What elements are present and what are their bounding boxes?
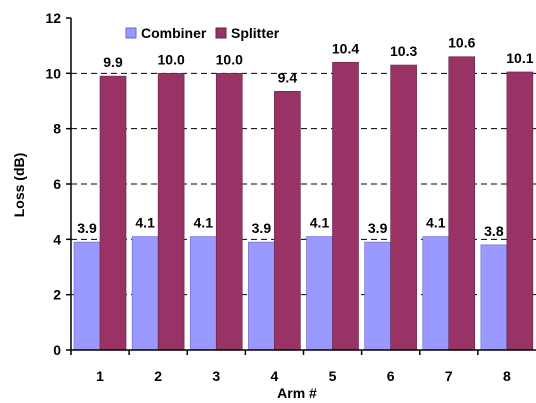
axes (70, 18, 536, 351)
combiner-value-label-6: 3.9 (368, 220, 388, 236)
x-tick-label: 6 (387, 368, 395, 384)
combiner-bar-5 (306, 236, 333, 351)
y-tick-label: 10 (45, 65, 61, 81)
x-tick-label: 5 (329, 368, 337, 384)
splitter-value-label-1: 9.9 (103, 54, 123, 70)
x-tick-label: 1 (96, 368, 104, 384)
x-tick-label: 7 (445, 368, 453, 384)
combiner-bar-8 (480, 244, 508, 351)
y-tick-label: 0 (53, 342, 61, 358)
combiner-value-label-4: 3.9 (252, 220, 272, 236)
combiner-value-label-2: 4.1 (135, 215, 155, 231)
splitter-bar-7 (448, 56, 476, 351)
x-tick-label: 2 (154, 368, 162, 384)
combiner-bar-7 (422, 236, 450, 351)
combiner-value-label-8: 3.8 (484, 223, 504, 239)
splitter-value-label-2: 10.0 (158, 51, 185, 67)
bars (73, 56, 534, 351)
data-labels: 3.9 9.9 4.1 10.0 4.1 10.0 3.9 9.4 4.1 10.4 3.9 10.3… (77, 35, 533, 239)
splitter-bar-1 (99, 75, 127, 351)
y-axis-title: Loss (dB) (11, 153, 27, 218)
splitter-bar-6 (390, 64, 417, 351)
x-tick-label: 3 (212, 368, 220, 384)
splitter-value-label-4: 9.4 (278, 69, 298, 85)
x-axis-title: Arm # (277, 385, 317, 401)
splitter-value-label-3: 10.0 (216, 51, 243, 67)
y-tick-label: 6 (53, 176, 61, 192)
gridlines (66, 17, 536, 355)
splitter-bar-8 (506, 71, 534, 351)
combiner-value-label-3: 4.1 (194, 215, 214, 231)
legend-swatch-splitter (215, 27, 227, 39)
splitter-value-label-8: 10.1 (506, 50, 533, 66)
splitter-value-label-6: 10.3 (390, 43, 417, 59)
combiner-bar-6 (364, 241, 391, 351)
combiner-bar-3 (189, 236, 217, 351)
splitter-bar-2 (157, 73, 185, 351)
combiner-bar-2 (131, 236, 159, 351)
y-tick-label: 8 (53, 121, 61, 137)
combiner-bar-1 (73, 241, 101, 351)
legend-label-splitter: Splitter (231, 25, 280, 41)
splitter-bar-5 (332, 61, 359, 351)
combiner-value-label-5: 4.1 (310, 215, 330, 231)
splitter-bar-3 (215, 73, 243, 351)
legend-swatch-combiner (125, 27, 137, 39)
splitter-value-label-7: 10.6 (448, 35, 475, 51)
combiner-value-label-1: 3.9 (77, 220, 97, 236)
y-tick-label: 2 (53, 287, 61, 303)
combiner-value-label-7: 4.1 (426, 215, 446, 231)
x-tick-label: 4 (270, 368, 278, 384)
y-tick-label: 12 (45, 10, 61, 26)
legend: Combiner Splitter (125, 25, 280, 41)
splitter-value-label-5: 10.4 (332, 40, 359, 56)
y-tick-label: 4 (53, 231, 61, 247)
combiner-bar-4 (248, 241, 275, 351)
legend-label-combiner: Combiner (141, 25, 207, 41)
x-tick-label: 8 (503, 368, 511, 384)
splitter-bar-4 (274, 91, 301, 351)
